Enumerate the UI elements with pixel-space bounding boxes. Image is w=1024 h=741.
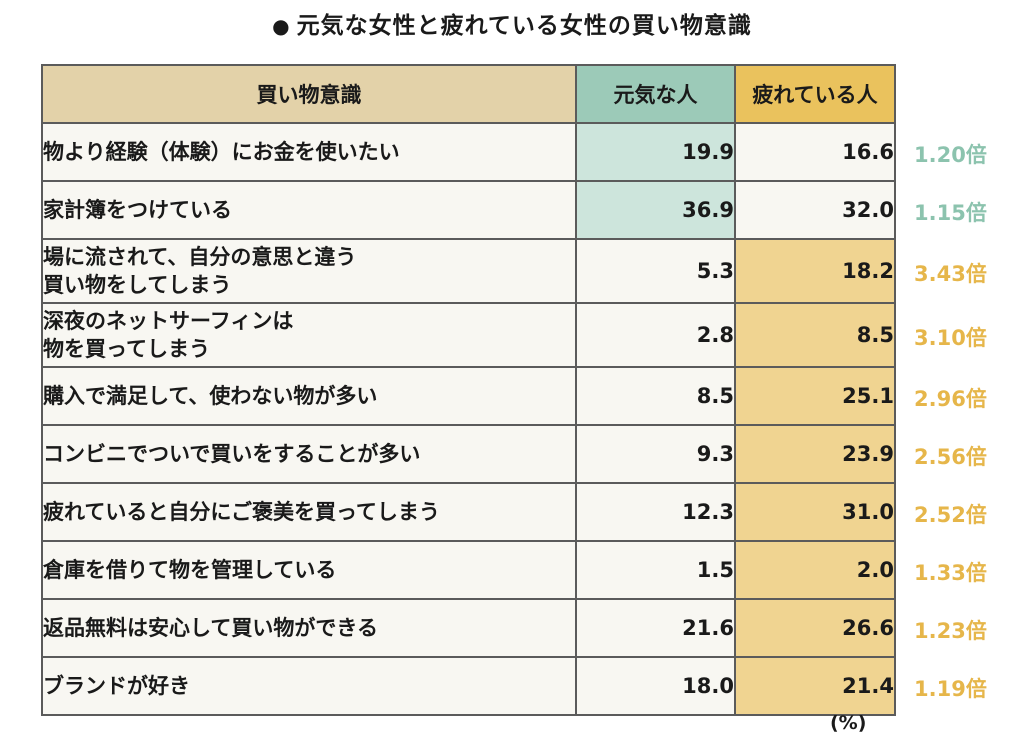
- table-body: 物より経験（体験）にお金を使いたい 19.9 16.6 家計簿をつけている 36.9 32…: [41, 122, 896, 716]
- ratio-label: 2.96倍: [914, 387, 987, 411]
- row-label: 返品無料は安心して買い物ができる: [41, 598, 577, 658]
- ratio-label: 1.23倍: [914, 619, 987, 643]
- table-row: 物より経験（体験）にお金を使いたい 19.9 16.6: [41, 122, 896, 182]
- value-tsukare: 32.0: [734, 180, 896, 240]
- row-label-line: 物を買ってしまう: [43, 337, 210, 361]
- value-tsukare: 21.4: [734, 656, 896, 716]
- ratio-label: 3.43倍: [914, 262, 987, 286]
- table-row: 場に流されて、自分の意思と違う 買い物をしてしまう 5.3 18.2: [41, 238, 896, 304]
- column-header-genki: 元気な人: [575, 64, 736, 124]
- ratio-label: 1.15倍: [914, 201, 987, 225]
- ratio-label: 1.33倍: [914, 561, 987, 585]
- comparison-table: 買い物意識 元気な人 疲れている人 物より経験（体験）にお金を使いたい 19.9 1…: [41, 64, 896, 716]
- ratio-label: 1.19倍: [914, 677, 987, 701]
- row-label: 購入で満足して、使わない物が多い: [41, 366, 577, 426]
- unit-label: (%): [830, 712, 867, 734]
- row-label: コンビニでついで買いをすることが多い: [41, 424, 577, 484]
- row-label: 物より経験（体験）にお金を使いたい: [41, 122, 577, 182]
- row-label-line: 家計簿をつけている: [43, 198, 232, 222]
- value-tsukare: 25.1: [734, 366, 896, 426]
- row-label: 深夜のネットサーフィンは 物を買ってしまう: [41, 302, 577, 368]
- value-genki: 12.3: [575, 482, 736, 542]
- table-row: 家計簿をつけている 36.9 32.0: [41, 180, 896, 240]
- row-label: 倉庫を借りて物を管理している: [41, 540, 577, 600]
- row-label-line: 場に流されて、自分の意思と違う: [43, 245, 357, 269]
- row-label-line: ブランドが好き: [43, 674, 190, 698]
- bullet-icon: ●: [272, 14, 291, 38]
- table-row: 購入で満足して、使わない物が多い 8.5 25.1: [41, 366, 896, 426]
- value-genki: 8.5: [575, 366, 736, 426]
- table-row: コンビニでついで買いをすることが多い 9.3 23.9: [41, 424, 896, 484]
- column-header-tsukare: 疲れている人: [734, 64, 896, 124]
- value-genki: 36.9: [575, 180, 736, 240]
- column-header-label: 買い物意識: [41, 64, 577, 124]
- value-tsukare: 26.6: [734, 598, 896, 658]
- ratio-label: 2.56倍: [914, 445, 987, 469]
- chart-title-text: 元気な女性と疲れている女性の買い物意識: [296, 13, 752, 39]
- table-header-row: 買い物意識 元気な人 疲れている人: [41, 64, 896, 124]
- value-tsukare: 2.0: [734, 540, 896, 600]
- row-label: 疲れていると自分にご褒美を買ってしまう: [41, 482, 577, 542]
- value-tsukare: 8.5: [734, 302, 896, 368]
- row-label-line: 購入で満足して、使わない物が多い: [43, 384, 378, 408]
- table-row: ブランドが好き 18.0 21.4: [41, 656, 896, 716]
- value-genki: 9.3: [575, 424, 736, 484]
- value-genki: 2.8: [575, 302, 736, 368]
- chart-title: ● 元気な女性と疲れている女性の買い物意識: [0, 6, 1024, 40]
- row-label: ブランドが好き: [41, 656, 577, 716]
- row-label-line: 返品無料は安心して買い物ができる: [43, 616, 378, 640]
- table-row: 疲れていると自分にご褒美を買ってしまう 12.3 31.0: [41, 482, 896, 542]
- table-row: 返品無料は安心して買い物ができる 21.6 26.6: [41, 598, 896, 658]
- row-label-line: 倉庫を借りて物を管理している: [43, 558, 337, 582]
- value-genki: 18.0: [575, 656, 736, 716]
- table-row: 倉庫を借りて物を管理している 1.5 2.0: [41, 540, 896, 600]
- value-genki: 21.6: [575, 598, 736, 658]
- value-tsukare: 23.9: [734, 424, 896, 484]
- row-label-line: 深夜のネットサーフィンは: [43, 309, 294, 333]
- value-tsukare: 16.6: [734, 122, 896, 182]
- value-tsukare: 18.2: [734, 238, 896, 304]
- row-label: 家計簿をつけている: [41, 180, 577, 240]
- value-genki: 1.5: [575, 540, 736, 600]
- value-tsukare: 31.0: [734, 482, 896, 542]
- row-label-line: 疲れていると自分にご褒美を買ってしまう: [43, 500, 440, 524]
- value-genki: 19.9: [575, 122, 736, 182]
- value-genki: 5.3: [575, 238, 736, 304]
- ratio-label: 1.20倍: [914, 143, 987, 167]
- row-label-line: 買い物をしてしまう: [43, 273, 232, 297]
- row-label-line: 物より経験（体験）にお金を使いたい: [43, 140, 400, 164]
- row-label: 場に流されて、自分の意思と違う 買い物をしてしまう: [41, 238, 577, 304]
- ratio-label: 3.10倍: [914, 326, 987, 350]
- table-row: 深夜のネットサーフィンは 物を買ってしまう 2.8 8.5: [41, 302, 896, 368]
- ratio-label: 2.52倍: [914, 503, 987, 527]
- row-label-line: コンビニでついで買いをすることが多い: [43, 442, 421, 466]
